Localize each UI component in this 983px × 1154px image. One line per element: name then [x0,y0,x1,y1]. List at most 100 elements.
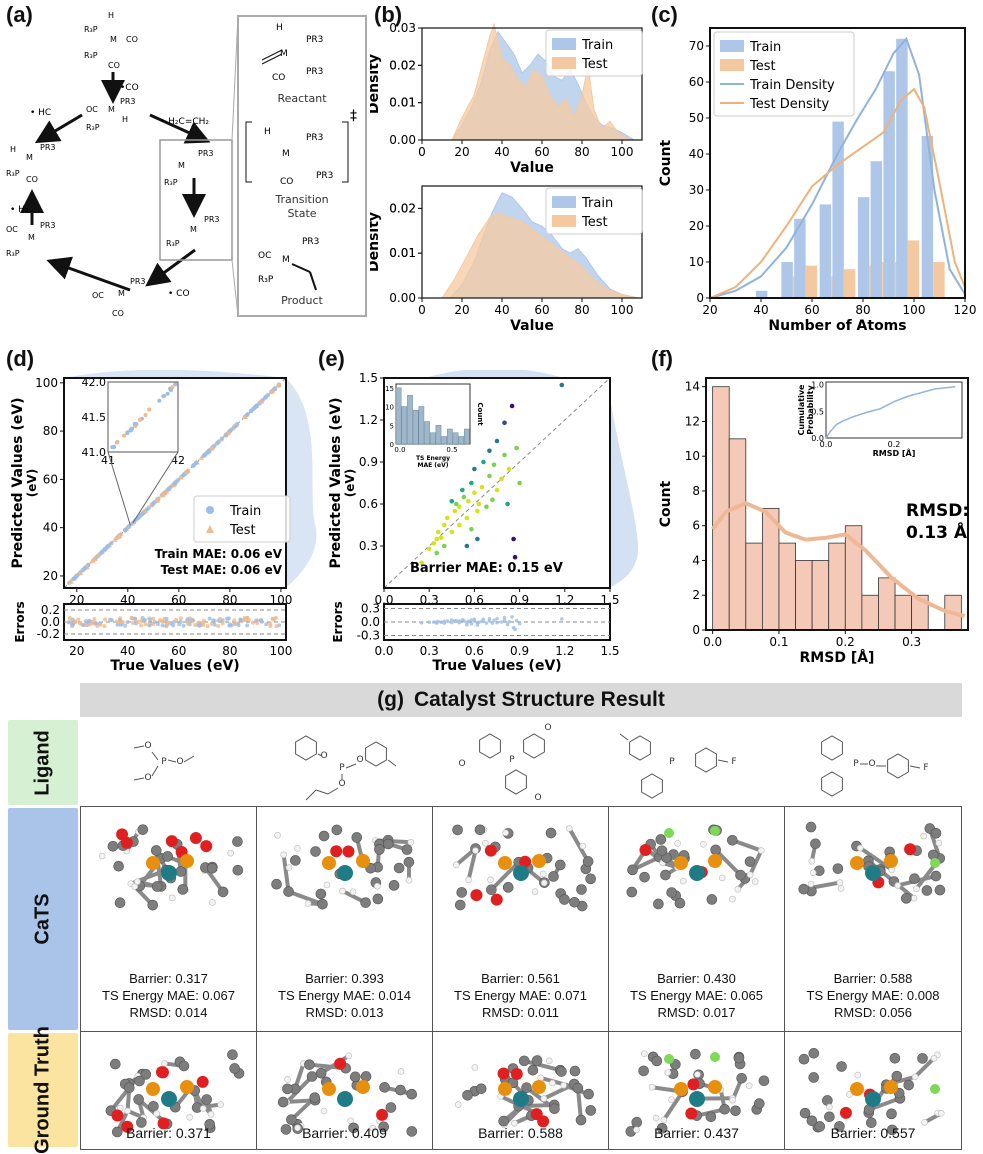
metal-atom [689,865,705,881]
error-point [166,620,170,624]
scheme-m-top: M [110,35,117,44]
hydrogen-atom [857,845,863,851]
chart-b-bottom-legend-swatch [552,196,576,208]
error-point [174,618,178,622]
inset-point [133,422,137,426]
scheme-pr3-ts: PR3 [306,133,323,143]
hydrogen-atom [472,848,478,854]
scheme-r3p-prod: R₃P [258,275,274,285]
phosphorus-atom [146,856,160,870]
carbon-atom [727,835,737,845]
carbon-atom [148,900,158,910]
hydrogen-atom [321,1108,327,1114]
carbon-atom [282,1084,292,1094]
carbon-atom [892,1071,902,1081]
carbon-atom [886,1109,896,1119]
chart-e-xtick-label: 0.6 [465,644,484,658]
chart-b-bottom-ylabel: Density [370,212,382,272]
inset-bar [436,425,441,444]
chart-b-bottom-xtick-label: 40 [494,303,509,317]
scheme-pr3-left: PR3 [40,143,55,152]
error-point [462,619,466,623]
point-train [151,502,155,506]
hydrogen-atom [669,1097,675,1103]
hydrogen-atom [134,879,140,885]
chart-e-ylabel: Predicted Values (eV) [328,398,344,569]
annotation-test-mae: Test MAE: 0.06 eV [161,563,283,577]
ligand-ring [696,748,717,772]
fluorine-atom [664,1054,674,1064]
scheme-r3p-ll: R₃P [6,249,20,258]
scheme-r3p-top: R₃P [84,25,98,34]
bar-train [871,161,882,298]
ligand-ring [296,736,317,760]
error-point [76,618,80,622]
barrier-point [462,495,467,500]
chart-f-ytick-label: 4 [692,553,700,567]
scheme-step-co2: • CO [168,289,190,299]
ligand-bond [388,760,396,766]
barrier-point [469,527,474,532]
error-point [108,618,112,622]
carbon-atom [652,1056,662,1066]
ts-energy-mae: TS Energy MAE: 0.008 [785,988,961,1004]
inset-ytick-label: 0 [390,441,394,449]
hydrogen-atom [665,1070,671,1076]
barrier-point [510,404,515,409]
error-point [458,621,462,625]
carbon-atom [316,1068,326,1078]
bar-train [781,262,792,298]
error-point [186,622,190,626]
fluorine-atom [710,1052,720,1062]
hydrogen-atom [200,1106,206,1112]
chart-b-top-legend-label: Test [581,57,608,72]
carbon-atom [720,1104,730,1114]
error-point [492,619,496,623]
rmsd-value: RMSD: 0.056 [785,1005,961,1021]
product-label: Product [281,294,323,307]
error-point [473,617,477,621]
ts-energy-mae: TS Energy MAE: 0.071 [433,988,608,1004]
chart-c-ytick-label: 40 [689,147,704,161]
chart-c-xtick-label: 60 [804,303,819,317]
hydrogen-atom [406,877,412,883]
carbon-atom [272,879,282,889]
point-train [224,433,228,437]
oxygen-atom [639,844,651,856]
scheme-m-ll: M [28,233,35,242]
chart-f-xlabel: RMSD [Å] [800,649,875,666]
inset-bar [424,422,429,445]
inset-bar [464,429,469,444]
error-point [510,615,514,619]
carbon-atom [176,867,186,877]
carbon-atom [559,895,569,905]
oxygen-atom [491,894,503,906]
hydrogen-atom [228,850,234,856]
carbon-atom [307,1072,317,1082]
annotation-rmsd: 0.13 Å [906,520,968,543]
error-point [264,622,268,626]
hydrogen-atom [566,825,572,831]
carbon-atom [690,1049,700,1059]
oxygen-atom [116,828,128,840]
phosphorus-atom [708,854,722,868]
error-point [189,618,193,622]
chart-f-ylabel: Count [658,480,674,527]
carbon-atom [759,1076,769,1086]
rmsd-bar [713,387,730,630]
chart-e-ytick-label: 0.9 [359,455,378,469]
carbon-atom [503,882,513,892]
hydrogen-atom [675,840,681,846]
hydrogen-atom [729,896,735,902]
error-point [133,616,137,620]
barrier-point [484,505,489,510]
error-point [81,623,85,627]
inset-xlabel: RMSD [Å] [873,448,916,458]
carbon-atom [218,887,228,897]
chart-d-ytick-label: 100 [35,376,58,390]
hydrogen-atom [661,1117,667,1123]
chart-c-legend-swatch [720,59,744,71]
chart-e-ytick-label: 1.2 [359,413,378,427]
